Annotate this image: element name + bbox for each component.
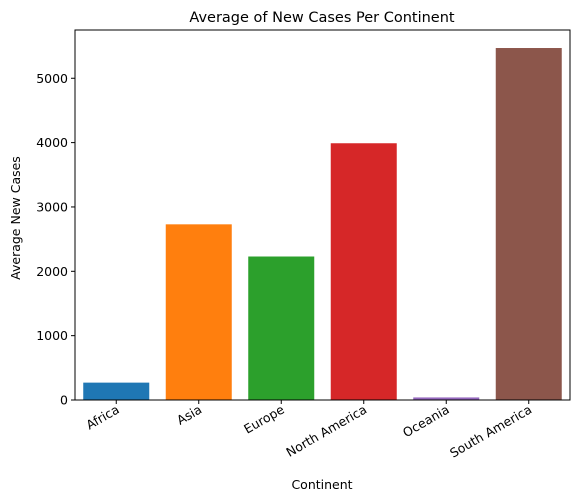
y-tick-label: 4000	[36, 135, 68, 150]
x-tick-label: Africa	[83, 402, 121, 433]
y-tick-label: 5000	[36, 71, 68, 86]
bar-south-america	[495, 48, 562, 400]
axes-frame	[74, 29, 571, 401]
y-tick-label: 2000	[36, 264, 68, 279]
bar-asia	[165, 224, 232, 400]
y-tick-label: 0	[60, 393, 68, 408]
bar-north-america	[330, 143, 397, 400]
bar-africa	[83, 382, 150, 400]
x-tick-label: Europe	[241, 401, 287, 436]
x-tick-label: North America	[283, 402, 369, 460]
y-axis-label: Average New Cases	[8, 156, 23, 280]
x-tick-label: South America	[447, 402, 534, 461]
y-tick-label: 1000	[36, 328, 68, 343]
y-tick-label: 3000	[36, 199, 68, 214]
x-tick-label: Asia	[174, 402, 204, 428]
plot-area: 0 1000 2000 3000 4000 5000 Africa Asia EuropeNor…	[36, 29, 571, 461]
bar-oceania	[413, 397, 480, 400]
chart-title: Average of New Cases Per Continent	[189, 10, 455, 26]
x-axis-label: Continent	[291, 477, 352, 492]
bar-europe	[248, 256, 315, 400]
x-tick-label: Oceania	[400, 402, 452, 441]
